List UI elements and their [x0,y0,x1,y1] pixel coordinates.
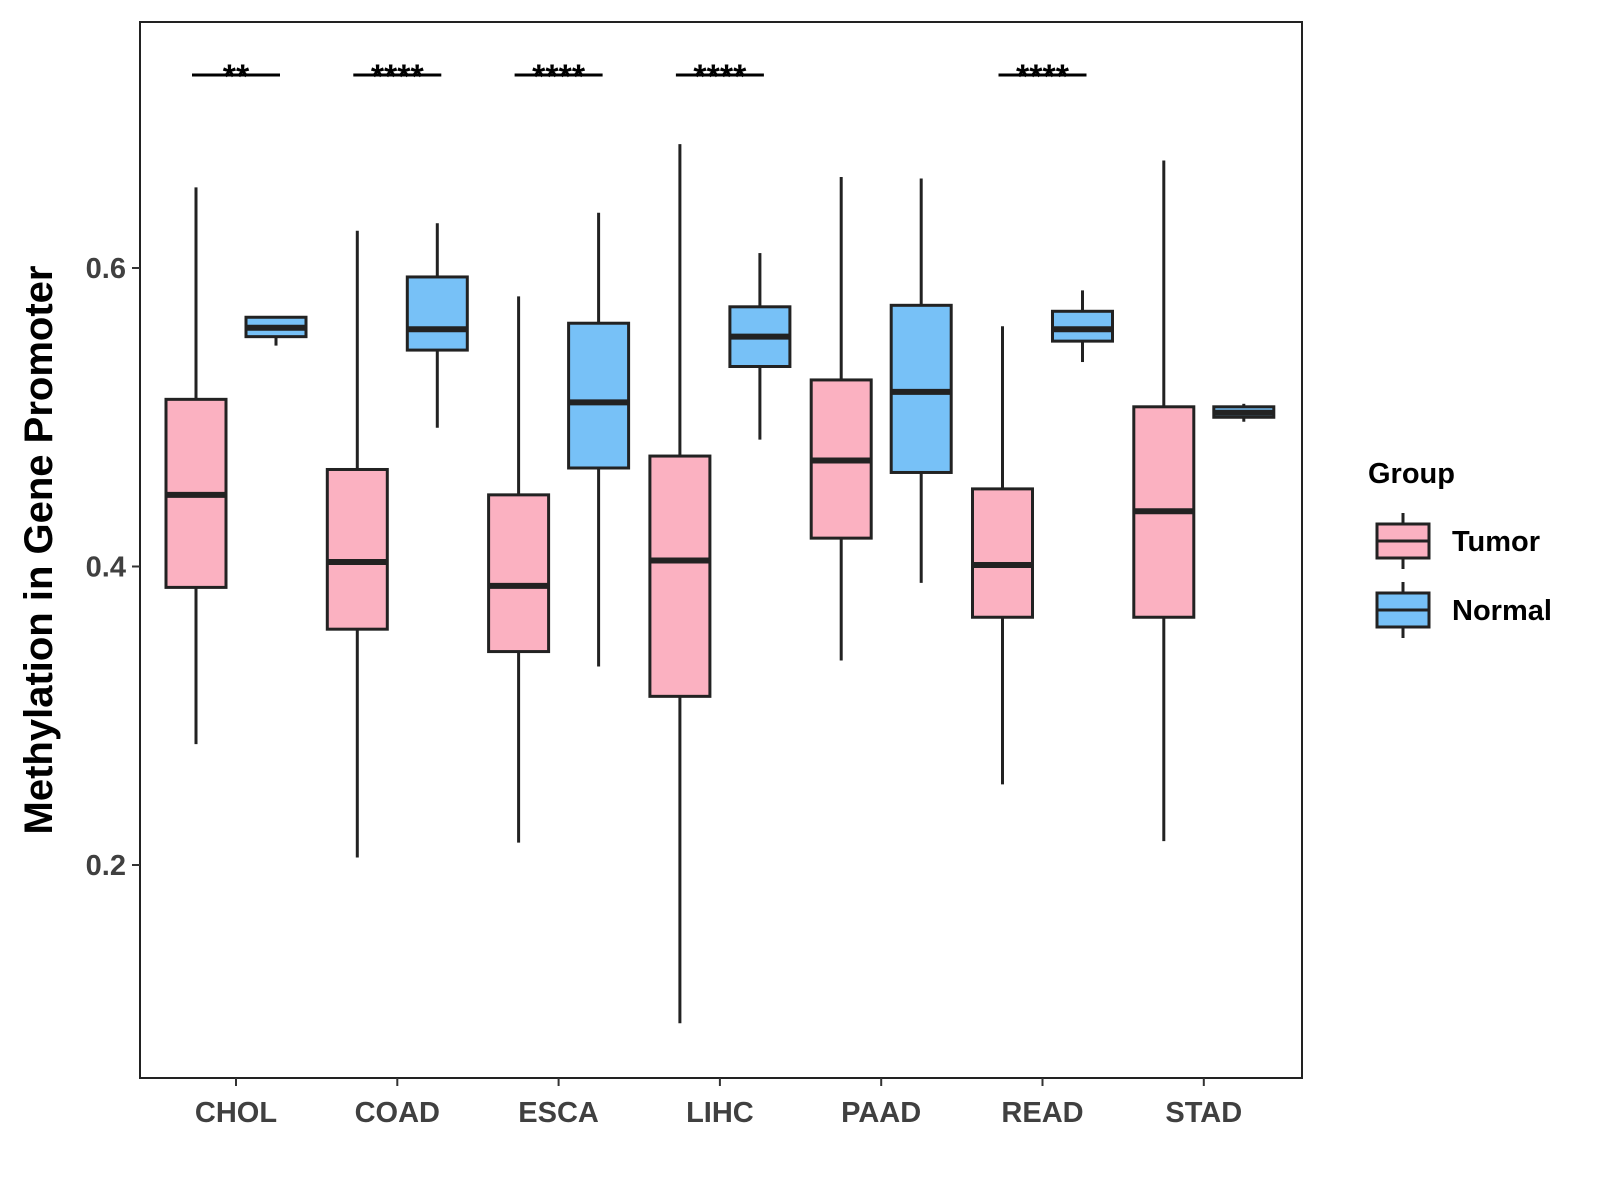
box-iqr [648,454,712,698]
x-tick-label: STAD [1165,1097,1242,1129]
significance-label: ** [223,58,250,96]
significance-label: **** [1016,58,1070,96]
y-axis: 0.2 0.4 0.6 [86,253,140,882]
significance-label: **** [532,58,586,96]
box-tumor-esca [487,296,551,843]
legend-label: Tumor [1452,526,1540,558]
legend-entry-tumor: Tumor [1375,513,1540,569]
box-tumor-coad [325,230,389,858]
legend-title: Group [1368,458,1455,490]
plot-panel [139,21,1303,1079]
box-normal-lihc [728,253,792,440]
significance-label: **** [371,58,425,96]
y-axis-title: Methylation in Gene Promoter [17,266,61,835]
legend-entry-normal: Normal [1375,582,1552,638]
significance-label: **** [693,58,747,96]
x-tick-label: COAD [355,1097,440,1129]
x-axis: CHOL COAD ESCA LIHC PAAD READ STAD [195,1078,1242,1129]
x-tick-label: PAAD [841,1097,921,1129]
box-tumor-lihc [648,144,712,1024]
box-iqr [971,487,1034,619]
y-tick-label: 0.6 [86,253,126,285]
x-tick-label: CHOL [195,1097,277,1129]
box-normal-read [1051,290,1114,363]
box-series [164,144,1276,1024]
box-iqr [487,493,551,654]
box-tumor-paad [809,176,873,661]
box-tumor-read [971,326,1034,785]
box-normal-chol [244,315,308,346]
x-tick-label: ESCA [518,1097,599,1129]
y-tick-label: 0.2 [86,850,126,882]
box-iqr [567,321,631,470]
box-tumor-chol [164,187,228,745]
box-normal-esca [567,212,631,667]
box-iqr [405,275,469,352]
legend-label: Normal [1452,595,1552,627]
box-normal-stad [1212,403,1276,422]
x-tick-label: READ [1001,1097,1083,1129]
x-tick-label: LIHC [686,1097,754,1129]
box-iqr [325,467,389,631]
significance-annotations: ** **** **** **** **** [192,58,1087,96]
box-normal-paad [889,178,953,583]
y-tick-label: 0.4 [86,552,126,584]
box-tumor-stad [1132,160,1196,842]
legend: Group Tumor Normal [1368,458,1552,638]
box-normal-coad [405,223,469,428]
